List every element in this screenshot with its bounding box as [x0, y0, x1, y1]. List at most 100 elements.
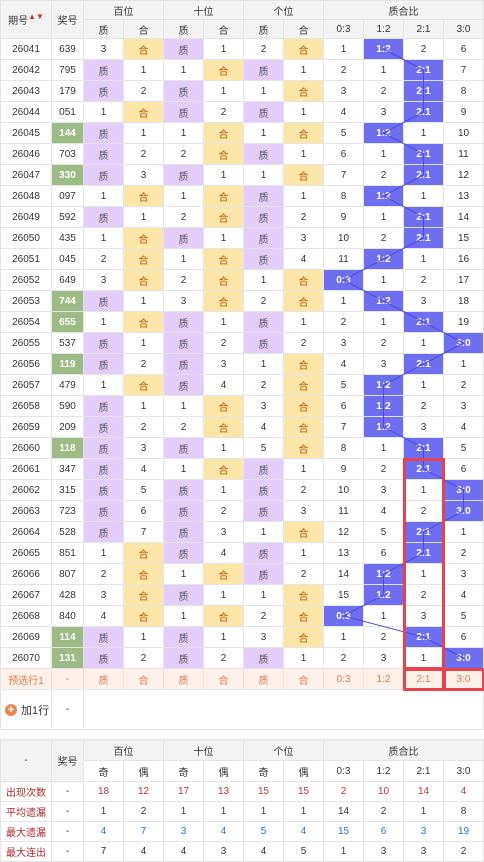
period-cell: 26049	[1, 207, 52, 228]
stat-value: 2	[444, 842, 484, 862]
digit-he-cell: 合	[204, 606, 244, 627]
stat-value: 1	[324, 842, 364, 862]
ratio-03-header: 0:3	[324, 20, 364, 39]
digit-zhi-cell: 1	[244, 522, 284, 543]
preselect-ratio[interactable]: 3:0	[444, 669, 484, 690]
digit-he-cell: 合	[204, 396, 244, 417]
digit-he-cell: 合	[284, 81, 324, 102]
preselect-cell[interactable]: 质	[84, 669, 124, 690]
digit-he-cell: 合	[284, 606, 324, 627]
digit-zhi-cell: 质	[164, 627, 204, 648]
digit-zhi-cell: 1	[84, 102, 124, 123]
digit-he-cell: 合	[204, 249, 244, 270]
digit-he-cell: 2	[124, 354, 164, 375]
period-cell: 26050	[1, 228, 52, 249]
preselect-cell[interactable]: 合	[284, 669, 324, 690]
ratio-cell: 15	[444, 228, 484, 249]
stat-label: 最大连出	[1, 842, 52, 862]
digit-he-cell: 1	[284, 543, 324, 564]
ratio-cell: 11	[324, 501, 364, 522]
period-cell: 26061	[1, 459, 52, 480]
ratio-cell: 3:0	[444, 648, 484, 669]
period-cell: 26041	[1, 39, 52, 60]
plus-icon: +	[5, 704, 17, 716]
preselect-ratio[interactable]: 2:1	[404, 669, 444, 690]
prize-cell: 528	[52, 522, 84, 543]
ratio-cell: 3	[324, 81, 364, 102]
digit-zhi-cell: 1	[244, 354, 284, 375]
digit-zhi-cell: 质	[244, 249, 284, 270]
ratio-cell: 9	[324, 459, 364, 480]
ratio-cell: 11	[444, 144, 484, 165]
footer-dash-header: -	[1, 740, 52, 782]
digit-he-cell: 1	[204, 228, 244, 249]
footer-ratio-col: 3:0	[444, 761, 484, 782]
digit-he-cell: 合	[124, 186, 164, 207]
digit-he-cell: 合	[124, 585, 164, 606]
ratio-cell: 8	[324, 438, 364, 459]
stat-value: 1	[284, 802, 324, 822]
ratio-cell: 5	[364, 522, 404, 543]
digit-he-cell: 合	[124, 564, 164, 585]
digit-zhi-cell: 质	[244, 144, 284, 165]
preselect-ratio[interactable]: 1:2	[364, 669, 404, 690]
digit-he-cell: 3	[124, 165, 164, 186]
digit-zhi-cell: 质	[164, 81, 204, 102]
prize-cell: 592	[52, 207, 84, 228]
digit-he-cell: 2	[124, 81, 164, 102]
ratio-cell: 1:2	[364, 396, 404, 417]
digit-zhi-cell: 3	[244, 396, 284, 417]
period-header[interactable]: 期号▲▼	[1, 1, 52, 39]
preselect-cell[interactable]: 合	[204, 669, 244, 690]
digit-he-cell: 合	[204, 60, 244, 81]
digit-he-cell: 2	[124, 417, 164, 438]
prize-cell: 744	[52, 291, 84, 312]
digit-zhi-cell: 1	[164, 396, 204, 417]
ratio-cell: 2	[404, 270, 444, 291]
ratio-cell: 14	[324, 564, 364, 585]
preselect-row[interactable]: 预选行1 - 质 合 质 合 质 合 0:3 1:2 2:1 3:0	[1, 669, 484, 690]
preselect-cell[interactable]: 合	[124, 669, 164, 690]
ratio-cell: 1:2	[364, 123, 404, 144]
stat-value: 1	[84, 802, 124, 822]
period-cell: 26063	[1, 501, 52, 522]
digit-zhi-cell: 1	[244, 165, 284, 186]
ratio-cell: 5	[444, 438, 484, 459]
add-row-button[interactable]: +加1行	[1, 690, 52, 730]
prize-cell: 807	[52, 564, 84, 585]
stat-value: 18	[84, 782, 124, 802]
stat-value: 3	[404, 822, 444, 842]
ratio-cell: 1	[404, 480, 444, 501]
ratio-cell: 2	[404, 501, 444, 522]
ratio-cell: 0:3	[324, 270, 364, 291]
digit-he-cell: 7	[124, 522, 164, 543]
preselect-cell[interactable]: 质	[164, 669, 204, 690]
period-cell: 26057	[1, 375, 52, 396]
ratio-cell: 2:1	[404, 522, 444, 543]
period-cell: 26054	[1, 312, 52, 333]
hundreds-header: 百位	[84, 1, 164, 20]
period-cell: 26048	[1, 186, 52, 207]
stat-dash: -	[52, 782, 84, 802]
ratio-cell: 2	[404, 585, 444, 606]
stat-value: 15	[284, 782, 324, 802]
footer-ratio-col: 2:1	[404, 761, 444, 782]
digit-zhi-cell: 质	[84, 123, 124, 144]
preselect-ratio[interactable]: 0:3	[324, 669, 364, 690]
digit-zhi-cell: 质	[164, 312, 204, 333]
prize-cell: 703	[52, 144, 84, 165]
ratio-cell: 6	[444, 459, 484, 480]
preselect-cell[interactable]: 质	[244, 669, 284, 690]
digit-he-cell: 2	[284, 480, 324, 501]
ratio-cell: 1	[364, 270, 404, 291]
ratio-cell: 1:2	[364, 564, 404, 585]
stat-value: 4	[204, 822, 244, 842]
ratio-cell: 3	[444, 564, 484, 585]
